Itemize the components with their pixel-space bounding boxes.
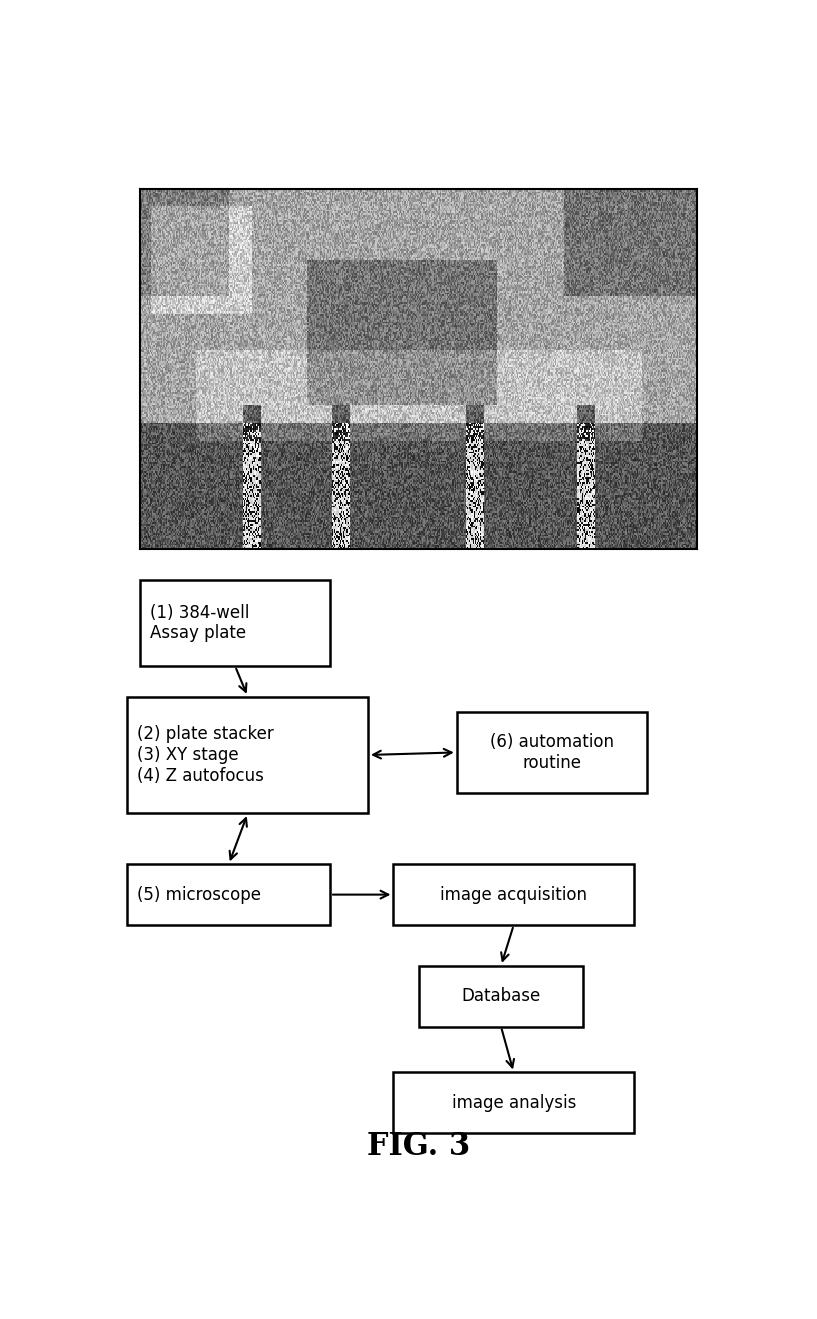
Text: (6) automation
routine: (6) automation routine	[489, 733, 614, 772]
Text: FIG. 3: FIG. 3	[367, 1130, 471, 1162]
FancyBboxPatch shape	[418, 966, 583, 1026]
Text: image analysis: image analysis	[452, 1093, 576, 1112]
Text: (5) microscope: (5) microscope	[137, 885, 261, 904]
FancyBboxPatch shape	[141, 580, 330, 666]
FancyBboxPatch shape	[394, 864, 634, 925]
Text: Database: Database	[462, 987, 541, 1005]
FancyBboxPatch shape	[127, 864, 330, 925]
Text: (2) plate stacker
(3) XY stage
(4) Z autofocus: (2) plate stacker (3) XY stage (4) Z aut…	[137, 725, 274, 785]
Text: image acquisition: image acquisition	[440, 885, 587, 904]
FancyBboxPatch shape	[394, 1072, 634, 1133]
FancyBboxPatch shape	[457, 712, 647, 793]
Text: (1) 384-well
Assay plate: (1) 384-well Assay plate	[150, 604, 249, 642]
FancyBboxPatch shape	[127, 696, 368, 814]
